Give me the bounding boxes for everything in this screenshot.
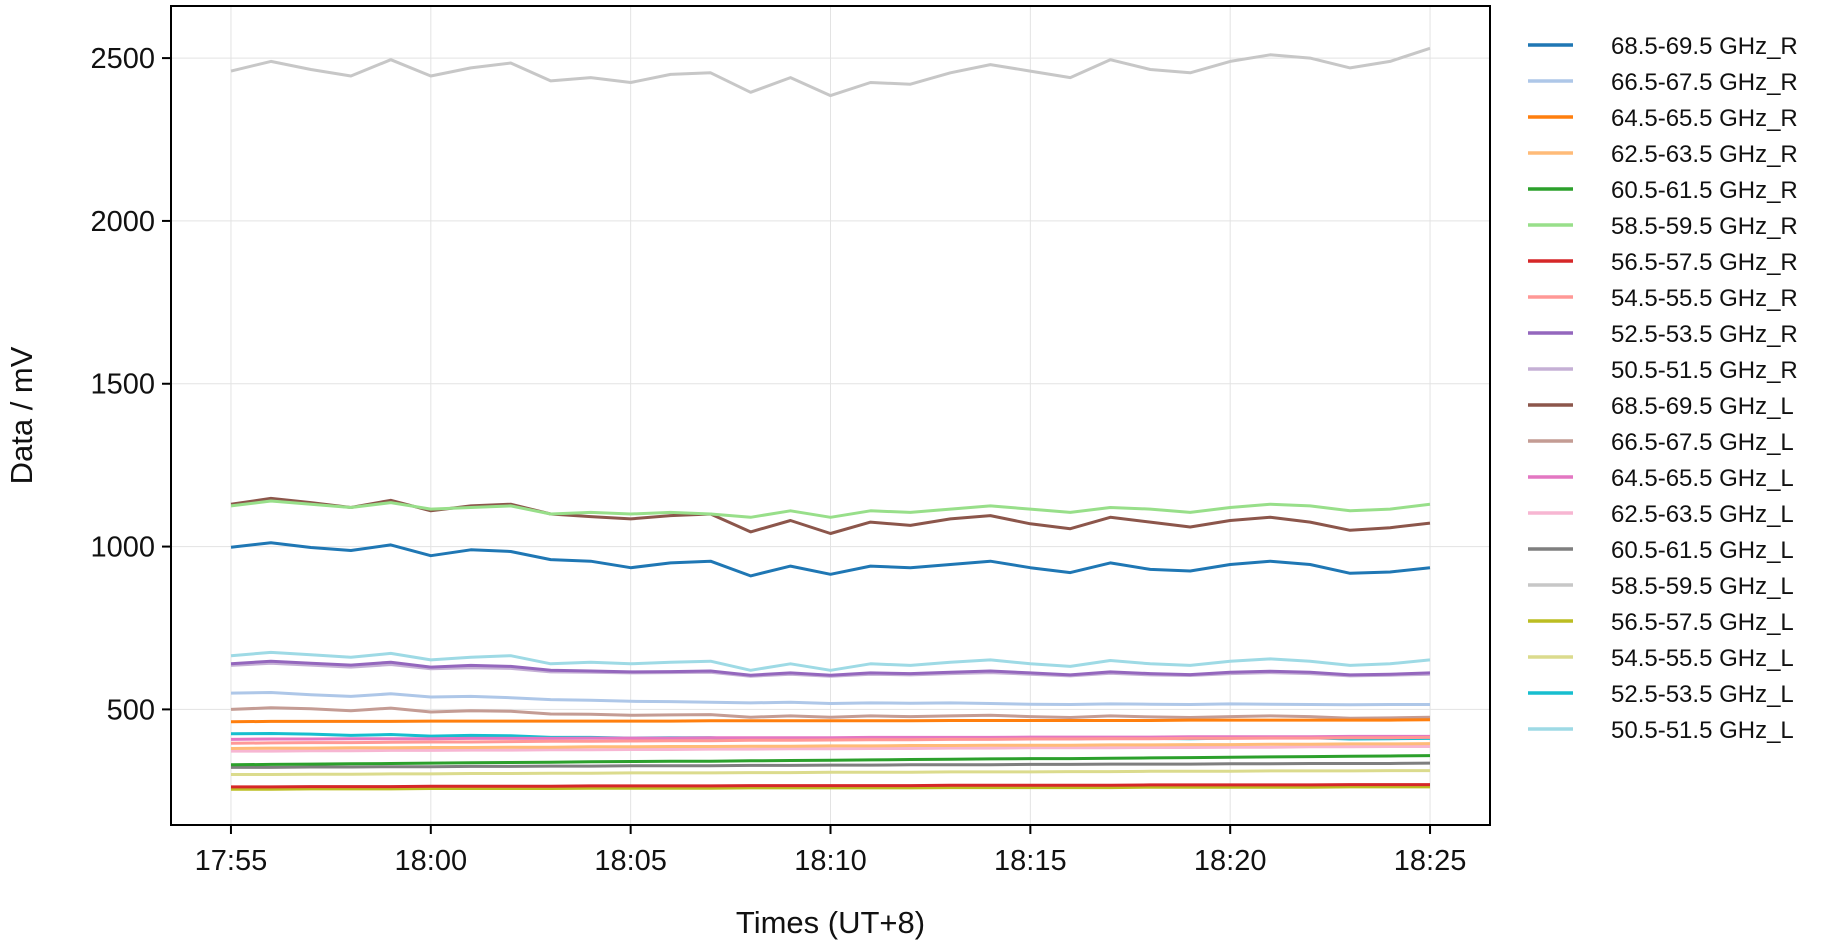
- series-line: [231, 769, 1430, 776]
- x-tick-label: 18:20: [1194, 845, 1267, 877]
- series-line: [231, 761, 1431, 769]
- legend-label: 60.5-61.5 GHz_L: [1611, 537, 1794, 564]
- legend-label: 64.5-65.5 GHz_L: [1611, 465, 1794, 492]
- legend-label: 50.5-51.5 GHz_L: [1611, 717, 1794, 744]
- y-axis-label: Data / mV: [4, 346, 39, 484]
- y-tick-label: 2000: [90, 206, 155, 238]
- legend-label: 64.5-65.5 GHz_R: [1611, 105, 1798, 132]
- legend-label: 56.5-57.5 GHz_R: [1611, 249, 1798, 276]
- series-line: [230, 650, 1431, 672]
- series-lines: [230, 46, 1431, 791]
- series-line: [230, 659, 1431, 677]
- series-line: [230, 742, 1431, 750]
- x-tick-label: 18:25: [1394, 845, 1467, 877]
- x-tick-label: 18:05: [594, 845, 667, 877]
- legend-label: 58.5-59.5 GHz_L: [1611, 573, 1794, 600]
- legend-label: 58.5-59.5 GHz_R: [1611, 213, 1798, 240]
- legend-label: 68.5-69.5 GHz_R: [1611, 33, 1798, 60]
- series-line: [230, 734, 1430, 741]
- series-line: [231, 785, 1430, 791]
- legend-label: 60.5-61.5 GHz_R: [1611, 177, 1798, 204]
- legend-label: 50.5-51.5 GHz_R: [1611, 357, 1798, 384]
- legend-label: 54.5-55.5 GHz_L: [1611, 645, 1794, 672]
- series-line: [230, 735, 1431, 745]
- legend-label: 66.5-67.5 GHz_R: [1611, 69, 1798, 96]
- y-tick-label: 1000: [90, 532, 155, 564]
- series-line: [230, 541, 1431, 578]
- legend-label: 66.5-67.5 GHz_L: [1611, 429, 1794, 456]
- series-line: [230, 718, 1431, 724]
- x-tick-label: 18:15: [994, 845, 1067, 877]
- legend-label: 68.5-69.5 GHz_L: [1611, 393, 1794, 420]
- legend-label: 52.5-53.5 GHz_R: [1611, 321, 1798, 348]
- legend-label: 56.5-57.5 GHz_L: [1611, 609, 1794, 636]
- series-line: [230, 496, 1431, 535]
- legend-label: 54.5-55.5 GHz_R: [1611, 285, 1798, 312]
- x-axis-label: Times (UT+8): [736, 905, 925, 940]
- legend-label: 52.5-53.5 GHz_L: [1611, 681, 1794, 708]
- series-line: [230, 499, 1431, 519]
- series-line: [230, 46, 1431, 98]
- x-tick-label: 18:10: [794, 845, 867, 877]
- legend-label: 62.5-63.5 GHz_R: [1611, 141, 1798, 168]
- series-line: [231, 745, 1430, 753]
- y-tick-label: 500: [107, 694, 155, 726]
- grid: [171, 6, 1490, 825]
- x-tick-label: 17:55: [195, 845, 268, 877]
- x-axis: 17:55 18:00 18:05 18:10 18:15 18:20 18:25: [195, 825, 1467, 877]
- x-tick-label: 18:00: [395, 845, 468, 877]
- y-tick-label: 1500: [90, 369, 155, 401]
- series-line: [230, 706, 1431, 720]
- series-line: [230, 691, 1430, 707]
- series-line: [231, 783, 1430, 789]
- legend-label: 62.5-63.5 GHz_L: [1611, 501, 1794, 528]
- y-axis: 500 1000 1500 2000 2500: [90, 43, 171, 726]
- y-tick-label: 2500: [90, 43, 155, 75]
- legend: 68.5-69.5 GHz_R 66.5-67.5 GHz_R 64.5-65.5 …: [1528, 33, 1798, 744]
- series-line: [230, 754, 1431, 767]
